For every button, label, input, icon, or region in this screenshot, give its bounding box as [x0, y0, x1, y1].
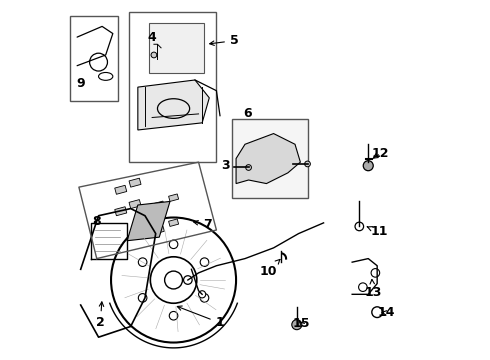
- Circle shape: [151, 52, 157, 58]
- Circle shape: [165, 271, 182, 289]
- Text: 6: 6: [244, 107, 252, 120]
- Circle shape: [292, 320, 302, 330]
- Circle shape: [138, 294, 147, 302]
- Bar: [232, 119, 308, 198]
- Text: 14: 14: [377, 306, 395, 319]
- Text: 12: 12: [372, 147, 390, 160]
- Bar: [115, 207, 127, 216]
- Bar: [129, 178, 141, 187]
- Bar: [70, 16, 118, 102]
- Bar: [148, 23, 204, 73]
- Circle shape: [184, 276, 192, 284]
- Text: 1: 1: [177, 306, 224, 329]
- Text: 13: 13: [364, 279, 382, 299]
- Text: 11: 11: [367, 225, 388, 238]
- Circle shape: [169, 311, 178, 320]
- Circle shape: [371, 269, 380, 277]
- Bar: [154, 226, 164, 234]
- Text: 3: 3: [221, 159, 230, 172]
- Circle shape: [359, 283, 367, 292]
- Text: 8: 8: [93, 215, 101, 228]
- Text: 10: 10: [260, 260, 280, 278]
- Bar: [129, 199, 141, 208]
- Text: 15: 15: [293, 317, 310, 330]
- Circle shape: [200, 258, 209, 266]
- Bar: [154, 201, 164, 208]
- Circle shape: [355, 222, 364, 231]
- Polygon shape: [236, 134, 300, 184]
- Bar: [169, 194, 179, 202]
- Circle shape: [363, 161, 373, 171]
- Circle shape: [245, 165, 251, 170]
- Circle shape: [305, 161, 310, 167]
- Bar: [169, 219, 179, 226]
- Circle shape: [169, 240, 178, 249]
- Text: 7: 7: [194, 218, 212, 231]
- Text: 2: 2: [96, 302, 105, 329]
- Text: 9: 9: [76, 77, 85, 90]
- Circle shape: [138, 258, 147, 266]
- Circle shape: [198, 291, 206, 298]
- Bar: [115, 185, 127, 194]
- Text: 4: 4: [148, 31, 156, 44]
- Polygon shape: [127, 202, 170, 241]
- Bar: [129, 12, 217, 162]
- Text: 5: 5: [210, 34, 239, 47]
- Polygon shape: [138, 80, 209, 130]
- Circle shape: [200, 294, 209, 302]
